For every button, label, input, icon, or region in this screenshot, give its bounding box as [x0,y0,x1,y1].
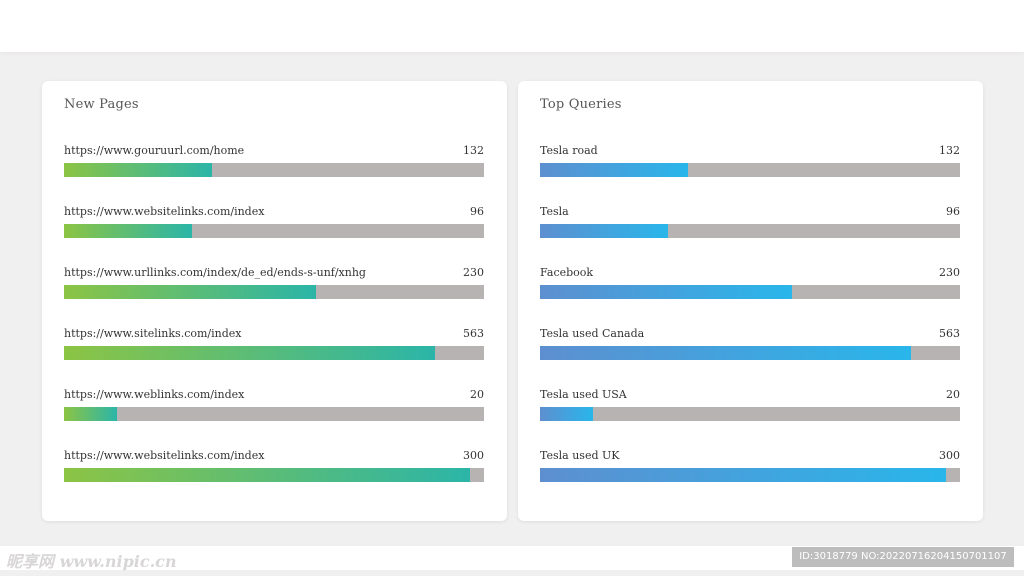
progress-track [64,163,484,177]
top-queries-card: Top Queries Tesla road 132 Tesla 96 Face… [518,81,983,521]
query-label: Facebook [540,266,594,279]
query-count-value: 300 [939,449,960,462]
progress-track [540,468,960,482]
list-item[interactable]: https://www.sitelinks.com/index 563 [64,327,484,367]
progress-fill [540,163,688,177]
progress-fill [64,468,471,482]
progress-track [540,163,960,177]
card-title: New Pages [64,97,139,112]
progress-fill [64,346,435,360]
progress-fill [64,285,316,299]
progress-track [540,285,960,299]
page-count-value: 96 [470,205,484,218]
page-count-value: 300 [463,449,484,462]
page-count-value: 20 [470,388,484,401]
page-count-value: 563 [463,327,484,340]
page-url-label: https://www.sitelinks.com/index [64,327,242,340]
list-item[interactable]: https://www.weblinks.com/index 20 [64,388,484,428]
query-count-value: 230 [939,266,960,279]
query-count-value: 563 [939,327,960,340]
card-title: Top Queries [540,97,622,112]
list-item[interactable]: https://www.websitelinks.com/index 96 [64,205,484,245]
footer-strip: 昵享网 www.nipic.cn ID:3018779 NO:202207162… [0,546,1024,571]
query-label: Tesla used USA [540,388,627,401]
progress-fill [540,468,947,482]
progress-fill [540,407,593,421]
list-item[interactable]: https://www.gouruurl.com/home 132 [64,144,484,184]
page-url-label: https://www.websitelinks.com/index [64,205,265,218]
list-item[interactable]: Facebook 230 [540,266,960,306]
progress-fill [540,224,669,238]
query-count-value: 96 [946,205,960,218]
list-item[interactable]: Tesla used Canada 563 [540,327,960,367]
progress-fill [540,285,792,299]
page-url-label: https://www.gouruurl.com/home [64,144,245,157]
progress-fill [64,407,117,421]
list-item[interactable]: Tesla used UK 300 [540,449,960,489]
list-item[interactable]: Tesla road 132 [540,144,960,184]
progress-track [64,407,484,421]
progress-fill [64,224,193,238]
page-url-label: https://www.urllinks.com/index/de_ed/end… [64,266,366,279]
query-label: Tesla road [540,144,598,157]
new-pages-card: New Pages https://www.gouruurl.com/home … [42,81,507,521]
page-count-value: 132 [463,144,484,157]
query-label: Tesla [540,205,569,218]
page-url-label: https://www.websitelinks.com/index [64,449,265,462]
list-item[interactable]: https://www.urllinks.com/index/de_ed/end… [64,266,484,306]
progress-fill [540,346,911,360]
progress-track [540,224,960,238]
progress-track [64,346,484,360]
top-bar [0,0,1024,52]
watermark-id: ID:3018779 NO:20220716204150701107 [792,547,1014,567]
page-count-value: 230 [463,266,484,279]
progress-track [64,224,484,238]
progress-track [64,468,484,482]
query-count-value: 132 [939,144,960,157]
list-item[interactable]: https://www.websitelinks.com/index 300 [64,449,484,489]
progress-track [540,346,960,360]
query-label: Tesla used Canada [540,327,645,340]
list-item[interactable]: Tesla used USA 20 [540,388,960,428]
progress-track [540,407,960,421]
query-count-value: 20 [946,388,960,401]
query-label: Tesla used UK [540,449,620,462]
watermark-logo: 昵享网 www.nipic.cn [6,552,177,571]
progress-fill [64,163,212,177]
list-item[interactable]: Tesla 96 [540,205,960,245]
progress-track [64,285,484,299]
page-url-label: https://www.weblinks.com/index [64,388,245,401]
